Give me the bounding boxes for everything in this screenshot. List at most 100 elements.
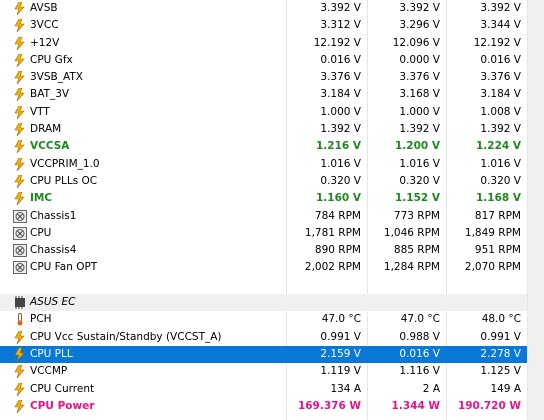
current-value: 134 A: [330, 382, 361, 395]
sensor-name: VCCPRIM_1.0: [30, 157, 100, 170]
sensor-name: CPU Current: [30, 382, 95, 395]
column-divider: [286, 0, 287, 420]
minimum-value: 3.376 V: [399, 71, 440, 84]
maximum-value: 951 RPM: [474, 244, 521, 257]
sensor-row[interactable]: CPU Current 134 A 2 A 149 A: [0, 381, 544, 398]
current-value: 3.392 V: [320, 2, 361, 14]
current-value: 1.016 V: [320, 157, 361, 170]
current-value: 1,781 RPM: [304, 226, 361, 239]
minimum-value: 47.0 °C: [400, 313, 440, 326]
sensor-row[interactable]: CPU PLL 2.159 V 0.016 V 2.278 V: [0, 345, 544, 364]
maximum-value: 190.720 W: [457, 399, 521, 412]
sensor-row[interactable]: BAT_3V 3.184 V 3.168 V 3.184 V: [0, 86, 544, 103]
sensor-row[interactable]: CPU PLLs OC 0.320 V 0.320 V 0.320 V: [0, 173, 544, 190]
column-divider: [446, 0, 447, 420]
maximum-value: 3.344 V: [480, 19, 521, 32]
current-value: 0.991 V: [320, 330, 361, 343]
minimum-value: 0.000 V: [399, 53, 440, 66]
sensor-row[interactable]: +12V 12.192 V 12.096 V 12.192 V: [0, 35, 544, 52]
minimum-value: 1.152 V: [395, 192, 440, 205]
maximum-value: 2.278 V: [480, 347, 521, 360]
minimum-value: 1.392 V: [399, 123, 440, 136]
current-value: 890 RPM: [314, 244, 361, 257]
maximum-value: 1.392 V: [480, 123, 521, 136]
lightning-icon: [13, 88, 27, 102]
minimum-value: 0.320 V: [399, 174, 440, 187]
maximum-value: 3.392 V: [480, 2, 521, 14]
fan-icon: [13, 226, 27, 240]
current-value: [286, 277, 367, 294]
lightning-icon: [13, 174, 27, 189]
sensor-name: VCCMP: [30, 365, 68, 378]
sensor-name: Chassis1: [30, 209, 77, 222]
sensor-row[interactable]: Chassis1 784 RPM 773 RPM 817 RPM: [0, 208, 544, 225]
sensor-row[interactable]: VCCMP 1.119 V 1.116 V 1.125 V: [0, 363, 544, 380]
column-divider: [367, 0, 368, 420]
sensor-name: VTT: [30, 105, 50, 118]
maximum-value: 817 RPM: [474, 209, 521, 222]
lightning-icon: [13, 36, 27, 50]
current-value: 3.312 V: [320, 19, 361, 32]
current-value: 3.376 V: [320, 71, 361, 84]
maximum-value: 1.168 V: [476, 192, 521, 205]
sensor-name: 3VSB_ATX: [30, 71, 83, 84]
sensor-name: CPU: [30, 226, 52, 239]
sensor-row[interactable]: Chassis4 890 RPM 885 RPM 951 RPM: [0, 242, 544, 259]
fan-icon: [13, 261, 27, 275]
lightning-icon: [13, 330, 27, 344]
sensor-name: DRAM: [30, 123, 62, 136]
minimum-value: 885 RPM: [393, 244, 440, 257]
minimum-value: 3.296 V: [399, 19, 440, 32]
sensor-row[interactable]: CPU 1,781 RPM 1,046 RPM 1,849 RPM: [0, 225, 544, 242]
sensor-name: AVSB: [30, 2, 58, 14]
sensor-row[interactable]: CPU Vcc Sustain/Standby (VCCST_A) 0.991 V…: [0, 329, 544, 346]
minimum-value: 0.016 V: [399, 347, 440, 360]
minimum-value: 2 A: [422, 382, 440, 395]
sensor-row[interactable]: CPU Power 169.376 W 1.344 W 190.720 W: [0, 398, 544, 415]
sensor-row[interactable]: CPU Gfx 0.016 V 0.000 V 0.016 V: [0, 52, 544, 69]
section-header-row[interactable]: ASUS EC: [0, 294, 544, 312]
current-value: 1.160 V: [316, 192, 361, 205]
sensor-row[interactable]: 3VSB_ATX 3.376 V 3.376 V 3.376 V: [0, 69, 544, 86]
current-value: [286, 294, 367, 311]
current-value: 2.159 V: [320, 347, 361, 360]
sensor-row: [0, 277, 544, 294]
maximum-value: 0.991 V: [480, 330, 521, 343]
lightning-icon: [13, 399, 27, 414]
current-value: 3.184 V: [320, 88, 361, 101]
sensor-row[interactable]: VCCPRIM_1.0 1.016 V 1.016 V 1.016 V: [0, 156, 544, 173]
fan-icon: [13, 244, 27, 258]
minimum-value: 12.096 V: [392, 36, 440, 49]
current-value: 784 RPM: [314, 209, 361, 222]
sensor-row[interactable]: VTT 1.000 V 1.000 V 1.008 V: [0, 104, 544, 121]
minimum-value: 3.168 V: [399, 88, 440, 101]
sensor-name: CPU Gfx: [30, 53, 73, 66]
current-value: 12.192 V: [313, 36, 361, 49]
sensor-name: +12V: [30, 36, 60, 49]
sensor-name: CPU Vcc Sustain/Standby (VCCST_A): [30, 330, 222, 343]
sensor-row[interactable]: PCH 47.0 °C 47.0 °C 48.0 °C: [0, 311, 544, 328]
lightning-icon: [13, 105, 27, 119]
maximum-value: 1.008 V: [480, 105, 521, 118]
fan-icon: [13, 209, 27, 223]
current-value: 1.119 V: [320, 365, 361, 378]
minimum-value: 1.016 V: [399, 157, 440, 170]
maximum-value: 1,849 RPM: [464, 226, 521, 239]
sensor-row[interactable]: IMC 1.160 V 1.152 V 1.168 V: [0, 190, 544, 207]
sensor-row[interactable]: VCCSA 1.216 V 1.200 V 1.224 V: [0, 138, 544, 155]
lightning-icon: [13, 382, 27, 396]
sensor-row[interactable]: 3VCC 3.312 V 3.296 V 3.344 V: [0, 17, 544, 34]
sensor-name: PCH: [30, 313, 52, 326]
minimum-value: 773 RPM: [393, 209, 440, 222]
lightning-icon: [13, 157, 27, 171]
sensor-row[interactable]: CPU Fan OPT 2,002 RPM 1,284 RPM 2,070 RPM: [0, 259, 544, 276]
vertical-scrollbar[interactable]: [527, 0, 544, 420]
sensor-row[interactable]: AVSB 3.392 V 3.392 V 3.392 V: [0, 0, 544, 17]
current-value: 47.0 °C: [321, 313, 361, 326]
sensor-name: VCCSA: [30, 140, 70, 153]
sensor-name: CPU Power: [30, 399, 95, 412]
current-value: 1.392 V: [320, 123, 361, 136]
lightning-icon: [13, 53, 27, 68]
sensor-name: Chassis4: [30, 244, 77, 257]
sensor-row[interactable]: DRAM 1.392 V 1.392 V 1.392 V: [0, 121, 544, 138]
